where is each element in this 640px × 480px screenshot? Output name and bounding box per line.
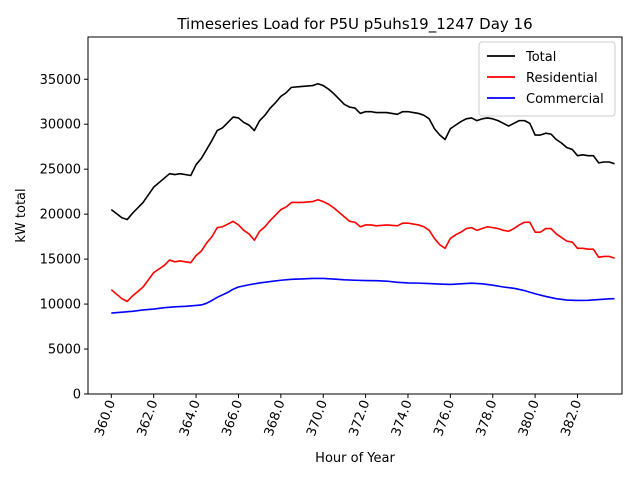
y-tick-label: 15000	[40, 253, 81, 268]
y-tick-label: 35000	[40, 73, 81, 88]
y-tick-label: 25000	[40, 163, 81, 178]
y-axis: 0 5000 10000 15000 20000 25000 30000 35000	[40, 73, 88, 403]
legend: Total Residential Commercial	[478, 41, 616, 117]
series-lines	[110, 82, 615, 314]
y-tick-label: 5000	[48, 343, 81, 358]
series-line-total	[110, 82, 615, 221]
y-tick-label: 30000	[40, 118, 81, 133]
y-tick-label: 10000	[40, 298, 81, 313]
x-axis-label: Hour of Year	[315, 451, 395, 466]
plot-frame	[87, 36, 623, 395]
chart-title: Timeseries Load for P5U p5uhs19_1247 Day…	[176, 15, 532, 34]
plot-area	[87, 36, 623, 395]
y-tick-label: 20000	[40, 208, 81, 223]
series-line-residential	[110, 198, 615, 303]
legend-label-commercial: Commercial	[526, 92, 604, 107]
series-line-commercial	[111, 277, 615, 314]
legend-label-total: Total	[525, 50, 556, 65]
y-tick-label: 0	[73, 388, 81, 403]
y-axis-label: kW total	[14, 188, 29, 242]
legend-label-residential: Residential	[526, 71, 598, 86]
